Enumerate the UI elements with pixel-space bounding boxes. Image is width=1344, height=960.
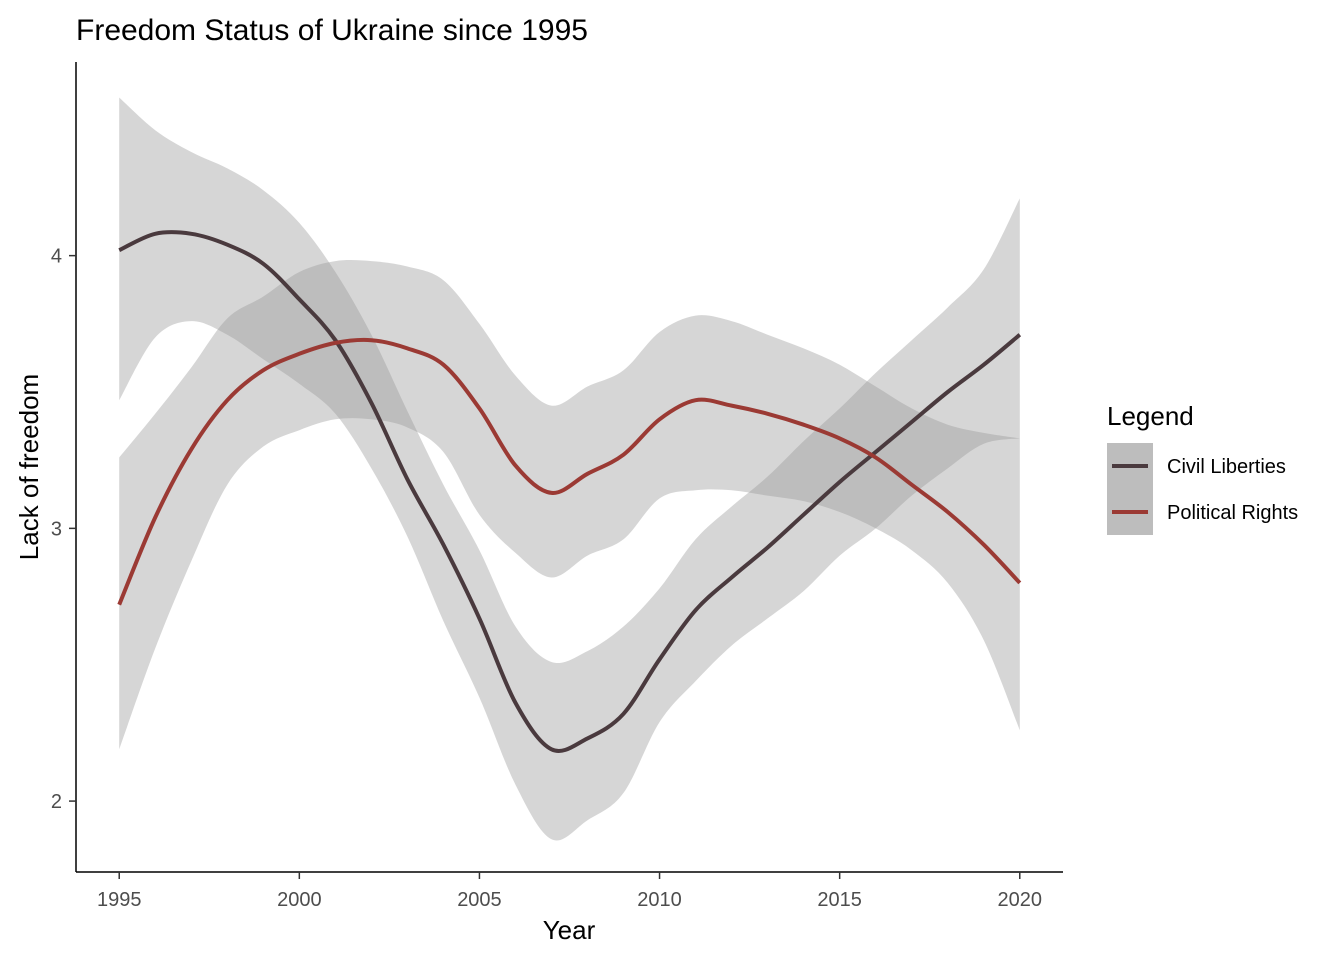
y-ticks: 2 3 4 <box>51 246 76 813</box>
x-tick-label: 1995 <box>97 889 142 911</box>
x-tick-label: 2020 <box>998 889 1043 911</box>
confidence-bands <box>119 97 1020 841</box>
legend-title: Legend <box>1107 401 1194 431</box>
x-tick-label: 2010 <box>637 889 682 911</box>
legend: Legend Civil Liberties Political Rights <box>1107 401 1298 535</box>
x-axis-title: Year <box>543 915 596 945</box>
plot-area <box>117 97 1022 841</box>
series-lines <box>117 230 1022 753</box>
x-tick-label: 2000 <box>277 889 322 911</box>
legend-label-political-rights: Political Rights <box>1167 502 1298 524</box>
x-tick-label: 2005 <box>457 889 502 911</box>
series-line-civil-liberties <box>118 230 1022 753</box>
axes: 1995 2000 2005 2010 2015 2020 2 3 4 <box>51 62 1063 911</box>
legend-items: Civil Liberties Political Rights <box>1107 443 1298 535</box>
confidence-band-civil-liberties <box>119 97 1020 841</box>
x-tick-label: 2015 <box>817 889 862 911</box>
y-tick-label: 4 <box>51 246 62 268</box>
y-axis-title: Lack of freedom <box>14 374 44 560</box>
legend-label-civil-liberties: Civil Liberties <box>1167 456 1286 478</box>
series-line-political-rights <box>117 337 1022 606</box>
x-ticks: 1995 2000 2005 2010 2015 2020 <box>97 872 1042 911</box>
y-tick-label: 2 <box>51 791 62 813</box>
confidence-band-political-rights <box>119 260 1020 750</box>
y-tick-label: 3 <box>51 518 62 540</box>
chart-title: Freedom Status of Ukraine since 1995 <box>76 14 588 47</box>
